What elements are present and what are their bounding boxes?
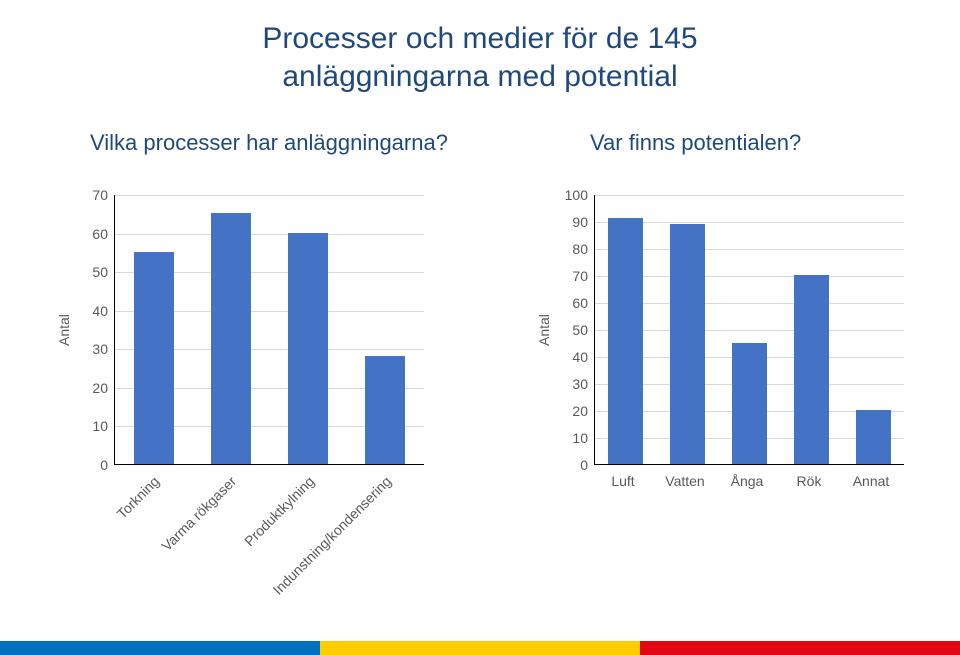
- subtitle-left: Vilka processer har anläggningarna?: [90, 130, 448, 156]
- bottom-bar-segment: [320, 641, 640, 655]
- left-chart-gridline: [115, 234, 424, 235]
- right-chart-bar: [856, 410, 891, 464]
- left-chart-gridline: [115, 195, 424, 196]
- right-chart-xcat: Ånga: [716, 473, 778, 489]
- left-chart-xcat: Torkning: [113, 473, 162, 522]
- left-chart-ylabel: Antal: [56, 195, 72, 465]
- right-chart-xcat: Annat: [840, 473, 902, 489]
- right-chart-bar: [608, 218, 643, 464]
- right-chart: Antal1009080706050403020100LuftVattenÅng…: [536, 195, 904, 605]
- right-chart-ytick: 0: [580, 458, 588, 472]
- right-chart-ylabel: Antal: [536, 195, 552, 465]
- right-chart-xcat: Luft: [592, 473, 654, 489]
- left-chart-ytick: 50: [92, 265, 108, 279]
- left-chart-bar: [365, 356, 405, 464]
- right-chart-xcat: Rök: [778, 473, 840, 489]
- bottom-bar-segment: [640, 641, 960, 655]
- right-chart-ytick: 100: [565, 188, 588, 202]
- left-chart-bar: [211, 213, 251, 464]
- left-chart: Antal706050403020100TorkningVarma rökgas…: [56, 195, 424, 605]
- left-chart-ytick: 10: [92, 419, 108, 433]
- charts-row: Antal 70 60 50 40 30 20 10 0 TorkningVarma rökgas…: [0, 195, 960, 605]
- left-chart-ytick: 30: [92, 342, 108, 356]
- right-chart-ytick: 60: [572, 296, 588, 310]
- left-chart-ytick: 40: [92, 304, 108, 318]
- page-title: Processer och medier för de 145 anläggni…: [0, 20, 960, 95]
- right-chart-xcat: Vatten: [654, 473, 716, 489]
- right-chart-ytick: 70: [572, 269, 588, 283]
- right-chart-ytick: 30: [572, 377, 588, 391]
- right-chart-ytick: 90: [572, 215, 588, 229]
- right-chart-xaxis: LuftVattenÅngaRökAnnat: [592, 473, 902, 489]
- title-line-1: Processer och medier för de 145: [0, 20, 960, 58]
- bottom-color-bar: [0, 641, 960, 655]
- left-chart-bar: [288, 233, 328, 464]
- left-chart-plot: [114, 195, 424, 465]
- left-chart-xcat: Produktkylning: [241, 473, 317, 549]
- left-chart-xcat: Varma rökgaser: [159, 473, 240, 554]
- right-chart-bar: [670, 224, 705, 464]
- bottom-bar-segment: [0, 641, 320, 655]
- right-chart-ytick: 40: [572, 350, 588, 364]
- left-chart-xaxis: TorkningVarma rökgaserProduktkylningIndu…: [112, 465, 422, 605]
- right-chart-ytick: 20: [572, 404, 588, 418]
- left-chart-bar: [134, 252, 174, 464]
- left-chart-ytick: 0: [100, 458, 108, 472]
- title-line-2: anläggningarna med potential: [0, 58, 960, 96]
- left-chart-ytick: 70: [92, 188, 108, 202]
- right-chart-bar: [794, 275, 829, 464]
- right-chart-yaxis: 1009080706050403020100: [556, 195, 594, 465]
- right-chart-bar: [732, 343, 767, 465]
- right-chart-ytick: 10: [572, 431, 588, 445]
- right-chart-plot: [594, 195, 904, 465]
- right-chart-gridline: [595, 195, 904, 196]
- left-chart-ytick: 60: [92, 227, 108, 241]
- left-chart-ytick: 20: [92, 381, 108, 395]
- right-chart-ytick: 50: [572, 323, 588, 337]
- right-chart-ytick: 80: [572, 242, 588, 256]
- left-chart-yaxis: 706050403020100: [76, 195, 114, 465]
- subtitle-right: Var finns potentialen?: [590, 130, 801, 156]
